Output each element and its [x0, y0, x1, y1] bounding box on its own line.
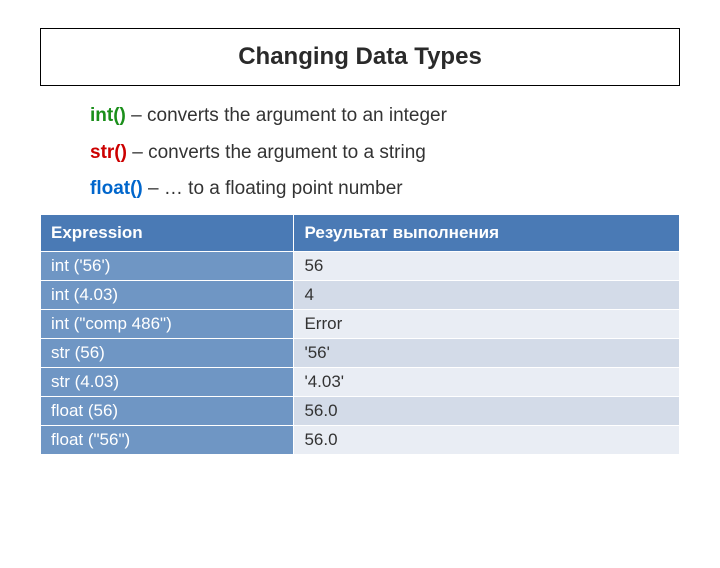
table-row: int ("comp 486") Error: [41, 310, 680, 339]
definitions-list: int() – converts the argument to an inte…: [90, 104, 680, 202]
fn-str-desc: – converts the argument to a string: [127, 142, 426, 163]
table-header-row: Expression Результат выполнения: [41, 215, 680, 252]
cell-expr: float (56): [41, 397, 294, 426]
fn-int: int(): [90, 105, 126, 126]
table-row: float ("56") 56.0: [41, 426, 680, 455]
table-row: int (4.03) 4: [41, 281, 680, 310]
cell-expr: int ('56'): [41, 252, 294, 281]
cell-expr: float ("56"): [41, 426, 294, 455]
definition-float: float() – … to a floating point number: [90, 177, 680, 202]
cell-result: 56.0: [294, 397, 680, 426]
col-expression: Expression: [41, 215, 294, 252]
fn-float-desc: – … to a floating point number: [143, 178, 403, 199]
fn-int-desc: – converts the argument to an integer: [126, 105, 447, 126]
table-row: str (4.03) '4.03': [41, 368, 680, 397]
cell-result: 4: [294, 281, 680, 310]
definition-str: str() – converts the argument to a strin…: [90, 141, 680, 166]
fn-str: str(): [90, 142, 127, 163]
col-result: Результат выполнения: [294, 215, 680, 252]
cell-result: Error: [294, 310, 680, 339]
page-title: Changing Data Types: [40, 28, 680, 86]
cell-expr: str (4.03): [41, 368, 294, 397]
table-row: int ('56') 56: [41, 252, 680, 281]
cell-expr: int (4.03): [41, 281, 294, 310]
table-row: float (56) 56.0: [41, 397, 680, 426]
table-row: str (56) '56': [41, 339, 680, 368]
conversion-table: Expression Результат выполнения int ('56…: [40, 214, 680, 455]
fn-float: float(): [90, 178, 143, 199]
cell-result: 56: [294, 252, 680, 281]
cell-result: 56.0: [294, 426, 680, 455]
cell-expr: str (56): [41, 339, 294, 368]
definition-int: int() – converts the argument to an inte…: [90, 104, 680, 129]
cell-result: '4.03': [294, 368, 680, 397]
cell-expr: int ("comp 486"): [41, 310, 294, 339]
cell-result: '56': [294, 339, 680, 368]
